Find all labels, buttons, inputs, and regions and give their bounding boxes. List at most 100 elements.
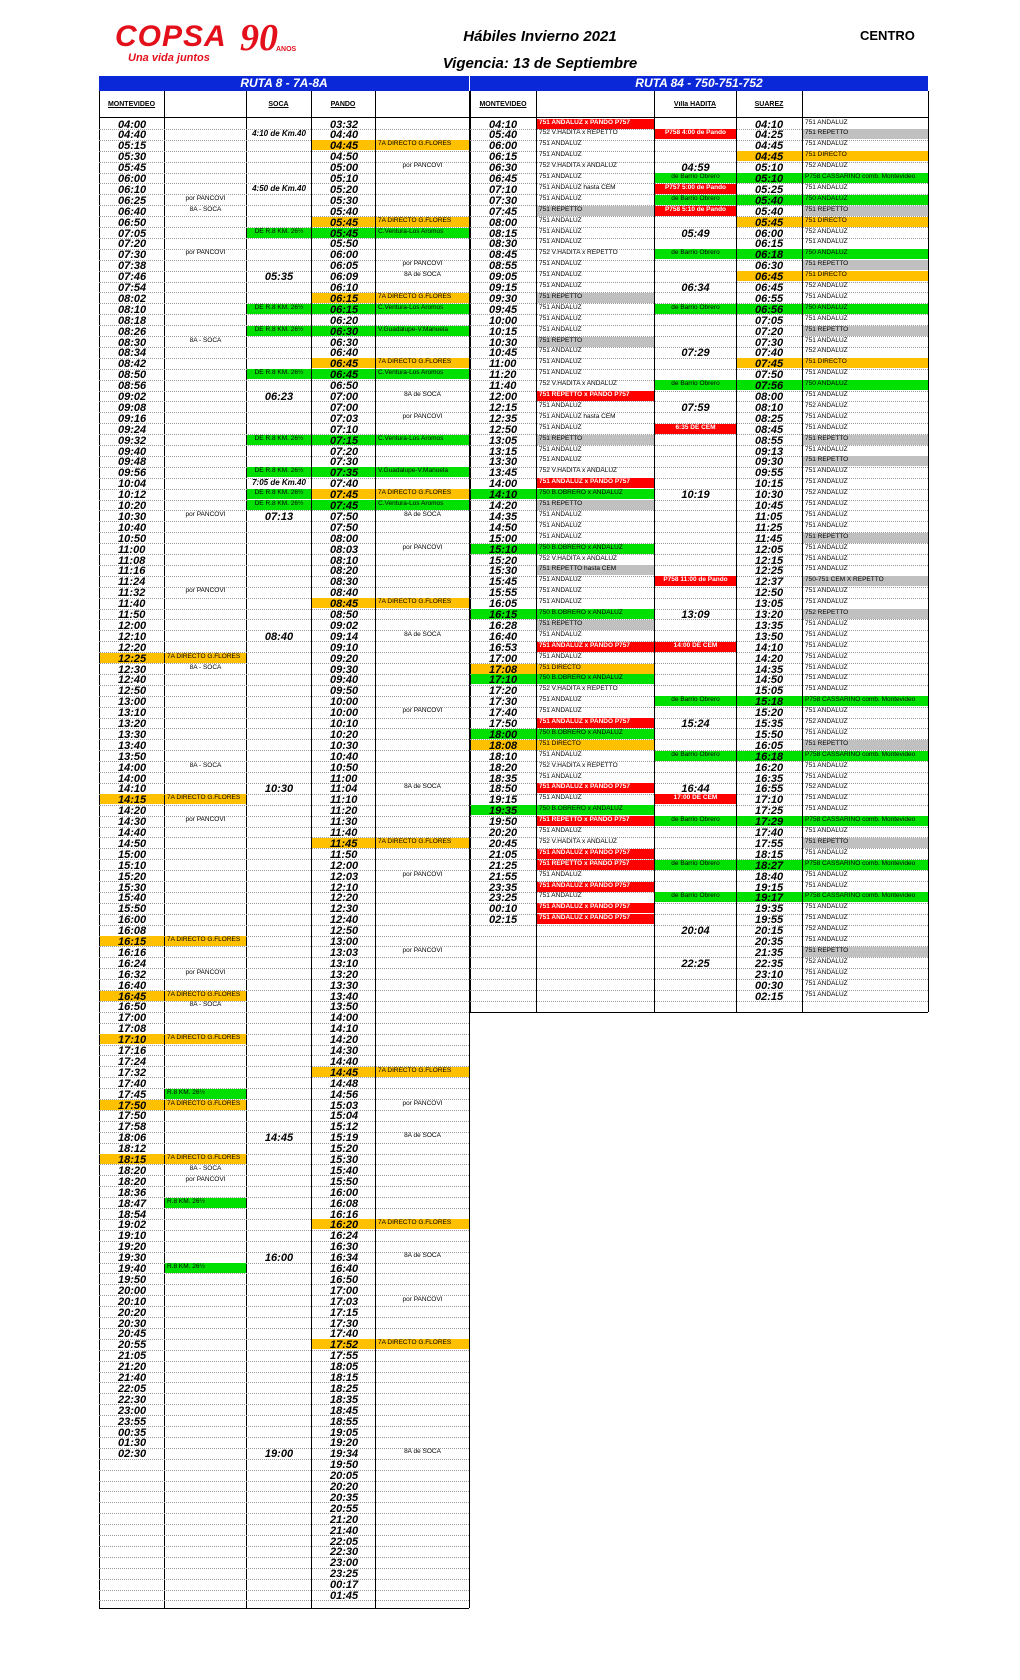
route-note: por PANCOVI: [402, 946, 443, 954]
departure-time: 16:50: [330, 1273, 359, 1284]
route-note: 752 V.HADITA x ANDALUZ: [539, 837, 618, 845]
departure-time: 15:00: [489, 532, 518, 543]
route-note: por PANCOVI: [402, 260, 443, 268]
departure-time: 01:45: [330, 1590, 359, 1600]
mid-stop-cell: 16:00: [264, 1252, 294, 1263]
row-line: [99, 1404, 469, 1406]
departure-time: 20:55: [330, 1502, 359, 1513]
row-line: [99, 750, 469, 752]
departure-time: 16:24: [330, 1230, 359, 1241]
departure-time: 23:35: [489, 881, 518, 892]
departure-time: 12:10: [118, 630, 147, 641]
column-header: PANDO: [330, 101, 356, 108]
row-line: [99, 1469, 469, 1471]
mid-stop-cell: de Barrio Obrero: [655, 380, 736, 391]
route-note: 7A DIRECTO G.FLORES: [165, 990, 246, 1001]
column-border: [736, 91, 737, 1012]
route-note: 8A de SOCA: [404, 271, 441, 279]
mid-stop-cell: 13:09: [681, 609, 710, 619]
row-line: [99, 543, 469, 545]
row-line: [99, 1088, 469, 1090]
departure-time: 14:20: [330, 1034, 359, 1045]
departure-time: 12:30: [330, 903, 359, 914]
departure-time: 07:20: [118, 238, 147, 249]
mid-stop-cell: 4:10 de Km.40: [252, 129, 306, 139]
departure-time: 20:35: [755, 936, 784, 946]
route-note: 751 REPETTO: [537, 434, 654, 445]
row-line: [470, 314, 928, 316]
row-line: [470, 259, 928, 261]
row-line: [99, 1480, 469, 1482]
route-note: 751 ANDALUZ x PANDO P757: [537, 783, 654, 794]
mid-stop-cell: 07:29: [681, 347, 710, 358]
route-note: 751 REPETTO x PANDO P757: [537, 391, 654, 401]
departure-time: 17:29: [737, 816, 802, 827]
departure-time: 03:32: [330, 118, 359, 129]
row-line: [99, 183, 469, 185]
row-line: [470, 368, 928, 370]
mid-stop-cell: 17:00 DE CEM: [655, 794, 736, 805]
row-line: [99, 423, 469, 425]
departure-time: 16:30: [330, 1241, 359, 1252]
departure-time: 08:55: [755, 434, 784, 445]
route-note: 751 DIRECTO: [537, 663, 654, 674]
departure-time: 10:20: [118, 500, 147, 510]
departure-time: 09:20: [330, 652, 359, 663]
departure-time: 07:40: [755, 347, 784, 358]
departure-time: 23:00: [330, 1557, 359, 1568]
row-line: [470, 990, 928, 991]
route-note: 752 REPETTO: [803, 609, 928, 619]
departure-time: 11:20: [489, 369, 517, 380]
row-line: [470, 488, 928, 490]
departure-time: 09:30: [755, 456, 784, 467]
row-line: [99, 1142, 469, 1144]
departure-time: 17:55: [330, 1350, 359, 1361]
route-note: 752 V.HADITA x ANDALUZ: [539, 467, 618, 475]
departure-time: 17:10: [100, 1034, 164, 1045]
row-line: [99, 1164, 469, 1166]
departure-time: 10:30: [118, 510, 147, 521]
route-note: 751 ANDALUZ: [805, 968, 848, 976]
departure-time: 02:15: [489, 914, 518, 925]
departure-time: 17:00: [489, 652, 518, 663]
departure-time: 06:40: [330, 347, 359, 358]
departure-time: 14:00: [118, 761, 147, 772]
departure-time: 07:45: [312, 500, 375, 510]
route-note: 751 ANDALUZ: [805, 336, 848, 344]
mid-stop-cell: DE R.8 KM. 26½: [247, 489, 311, 500]
departure-time: 22:35: [755, 957, 784, 968]
row-line: [99, 1415, 469, 1417]
route-note: por PANCOVI: [185, 587, 226, 595]
departure-time: 17:52: [312, 1339, 375, 1350]
mid-stop-cell: 22:25: [681, 957, 710, 968]
departure-time: 15:05: [755, 685, 784, 696]
route-note: 751 ANDALUZ: [805, 805, 848, 813]
route-note: 751 ANDALUZ: [539, 140, 582, 148]
departure-time: 07:38: [118, 260, 147, 271]
route-note: 751 ANDALUZ: [805, 619, 848, 627]
row-line: [470, 532, 928, 534]
route-note: 751 DIRECTO: [803, 216, 928, 227]
departure-time: 08:00: [489, 216, 518, 227]
departure-time: 18:10: [489, 750, 518, 761]
departure-time: 18:15: [330, 1372, 359, 1382]
mid-stop-cell: P757 5:00 de Pando: [655, 183, 736, 194]
route-note: 752 ANDALUZ: [805, 401, 848, 409]
row-line: [470, 924, 928, 926]
mid-stop-cell: 06:34: [681, 282, 710, 292]
route-note: 752 ANDALUZ: [805, 347, 848, 355]
departure-time: 10:10: [330, 718, 359, 728]
row-line: [99, 630, 469, 632]
route-note: 751 ANDALUZ: [539, 151, 582, 159]
route-note: 751 ANDALUZ: [539, 271, 582, 279]
route-note: 7A DIRECTO G.FLORES: [165, 1034, 246, 1045]
departure-time: 16:53: [489, 641, 518, 652]
departure-time: 11:45: [755, 532, 783, 543]
departure-time: 19:17: [737, 892, 802, 903]
column-border: [470, 91, 471, 1012]
row-line: [99, 924, 469, 926]
mid-stop-cell: 05:49: [681, 227, 710, 238]
departure-time: 20:30: [118, 1317, 147, 1328]
route-note: 751 ANDALUZ: [539, 870, 582, 878]
departure-time: 15:20: [755, 707, 784, 718]
